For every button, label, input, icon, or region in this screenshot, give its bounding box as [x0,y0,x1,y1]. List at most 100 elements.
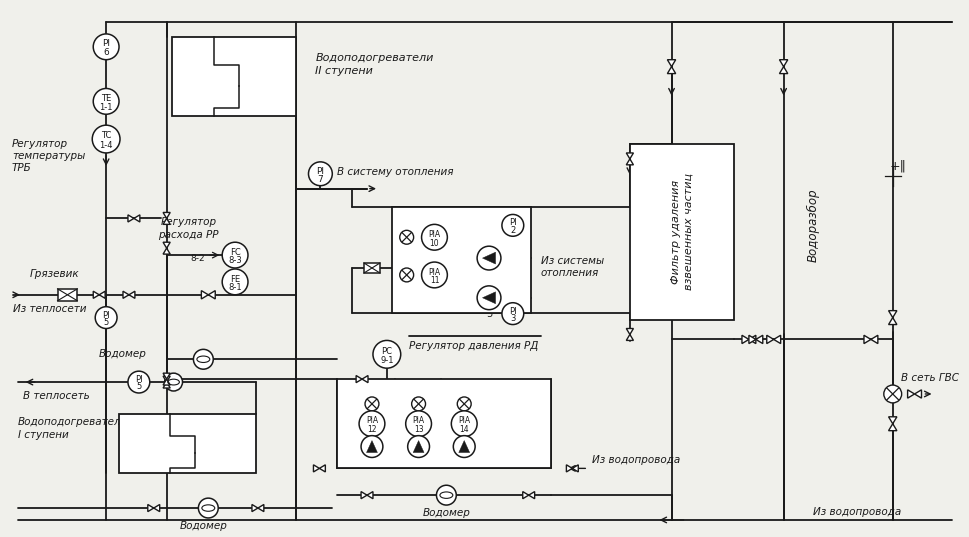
Polygon shape [741,335,748,344]
Polygon shape [147,504,154,512]
Text: Из водопровода: Из водопровода [591,455,679,466]
Text: PIA: PIA [428,230,440,239]
Text: FC: FC [230,248,240,257]
Bar [172,37,296,116]
Text: Фильтр удаления
взвешенных частиц: Фильтр удаления взвешенных частиц [670,173,693,291]
Text: Водомер: Водомер [99,349,146,359]
Text: 5: 5 [104,318,109,327]
Text: 9-1: 9-1 [380,356,393,365]
Polygon shape [163,242,170,248]
Text: HL2: HL2 [410,388,426,396]
Text: TE: TE [101,94,111,103]
Circle shape [453,436,475,458]
Text: 8-1: 8-1 [228,283,241,292]
Text: FE: FE [230,274,240,284]
Polygon shape [163,213,170,219]
Circle shape [308,162,332,186]
Text: 11: 11 [429,276,439,285]
Text: 5: 5 [136,382,141,391]
Text: Водоразбор: Водоразбор [806,188,819,262]
Circle shape [199,498,218,518]
Polygon shape [779,67,787,74]
Bar [629,144,734,320]
Polygon shape [202,291,208,299]
Circle shape [92,125,120,153]
Circle shape [128,371,149,393]
Bar [57,289,78,301]
Polygon shape [163,248,170,254]
Text: PIA: PIA [365,416,378,425]
Text: 6: 6 [103,48,109,57]
Text: 4: 4 [485,237,491,247]
Text: PI: PI [135,375,142,384]
Circle shape [883,385,901,403]
Polygon shape [863,335,870,344]
Polygon shape [766,335,773,344]
Polygon shape [888,424,896,431]
Text: PI: PI [316,166,324,176]
Polygon shape [907,390,914,398]
Text: PIA: PIA [428,267,440,277]
Polygon shape [522,491,528,499]
Text: PI: PI [509,219,516,228]
Polygon shape [123,291,129,299]
Bar [363,263,380,273]
Polygon shape [914,390,921,398]
Text: 3: 3 [510,314,515,323]
Text: Регулятор
температуры
ТРБ: Регулятор температуры ТРБ [12,139,85,173]
Text: Регулятор
расхода РР: Регулятор расхода РР [158,217,218,240]
Text: Из теплосети: Из теплосети [13,303,86,314]
Circle shape [407,436,429,458]
Circle shape [372,340,400,368]
Circle shape [477,286,500,310]
Polygon shape [319,465,325,472]
Polygon shape [528,491,534,499]
Text: Регулятор давления РД: Регулятор давления РД [408,342,538,351]
Text: 1: 1 [368,456,375,467]
Polygon shape [626,153,633,159]
Polygon shape [361,375,367,383]
Circle shape [222,269,248,295]
Polygon shape [129,291,135,299]
Polygon shape [888,317,896,324]
Circle shape [93,89,119,114]
Polygon shape [252,504,258,512]
Polygon shape [360,491,366,499]
Circle shape [165,373,182,391]
Text: 2: 2 [510,226,515,235]
Polygon shape [163,373,170,379]
Text: 3: 3 [460,456,467,467]
Polygon shape [888,311,896,317]
Polygon shape [748,335,755,344]
Text: 7: 7 [317,175,323,184]
Text: 10: 10 [429,238,439,248]
Text: HL3: HL3 [455,388,473,396]
Polygon shape [128,215,134,222]
Polygon shape [626,329,633,335]
Circle shape [399,268,413,282]
Text: Водоподогреватели
II ступени: Водоподогреватели II ступени [315,53,433,76]
Polygon shape [779,60,787,67]
Polygon shape [748,335,755,344]
Circle shape [456,397,471,411]
Polygon shape [626,159,633,165]
Polygon shape [313,465,319,472]
Bar [337,379,550,468]
Text: Из водопровода: Из водопровода [813,507,901,517]
Circle shape [436,485,455,505]
Circle shape [95,307,117,329]
Text: 13: 13 [414,425,422,434]
Circle shape [405,411,431,437]
Polygon shape [482,292,495,304]
Polygon shape [870,335,877,344]
Polygon shape [154,504,160,512]
Polygon shape [667,60,675,67]
Text: HL1: HL1 [362,388,380,396]
Text: PC: PC [381,347,391,355]
Circle shape [501,303,523,324]
Polygon shape [366,491,372,499]
Text: 14: 14 [459,425,469,434]
Polygon shape [163,382,170,388]
Text: Грязевик: Грязевик [30,269,79,279]
Polygon shape [458,440,469,453]
